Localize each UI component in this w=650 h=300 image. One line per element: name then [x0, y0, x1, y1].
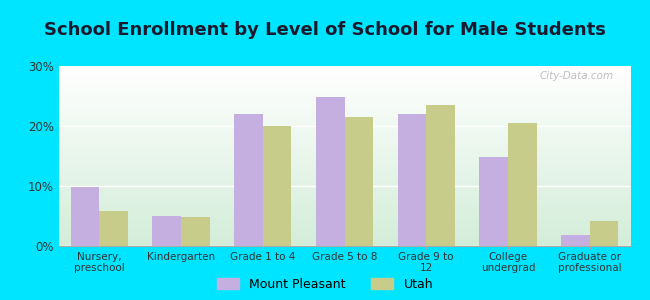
Bar [234, 114, 263, 246]
Text: City-Data.com: City-Data.com [540, 71, 614, 81]
Bar [344, 117, 373, 246]
Bar [508, 123, 536, 246]
Bar [153, 216, 181, 246]
Bar [479, 157, 508, 246]
Bar [426, 105, 455, 246]
Bar [398, 114, 426, 246]
Bar [71, 187, 99, 246]
Bar [181, 217, 210, 246]
Bar [561, 235, 590, 246]
Bar [590, 221, 618, 246]
Text: School Enrollment by Level of School for Male Students: School Enrollment by Level of School for… [44, 21, 606, 39]
Bar [316, 97, 344, 246]
Legend: Mount Pleasant, Utah: Mount Pleasant, Utah [217, 278, 433, 291]
Bar [99, 211, 128, 246]
Bar [263, 126, 291, 246]
